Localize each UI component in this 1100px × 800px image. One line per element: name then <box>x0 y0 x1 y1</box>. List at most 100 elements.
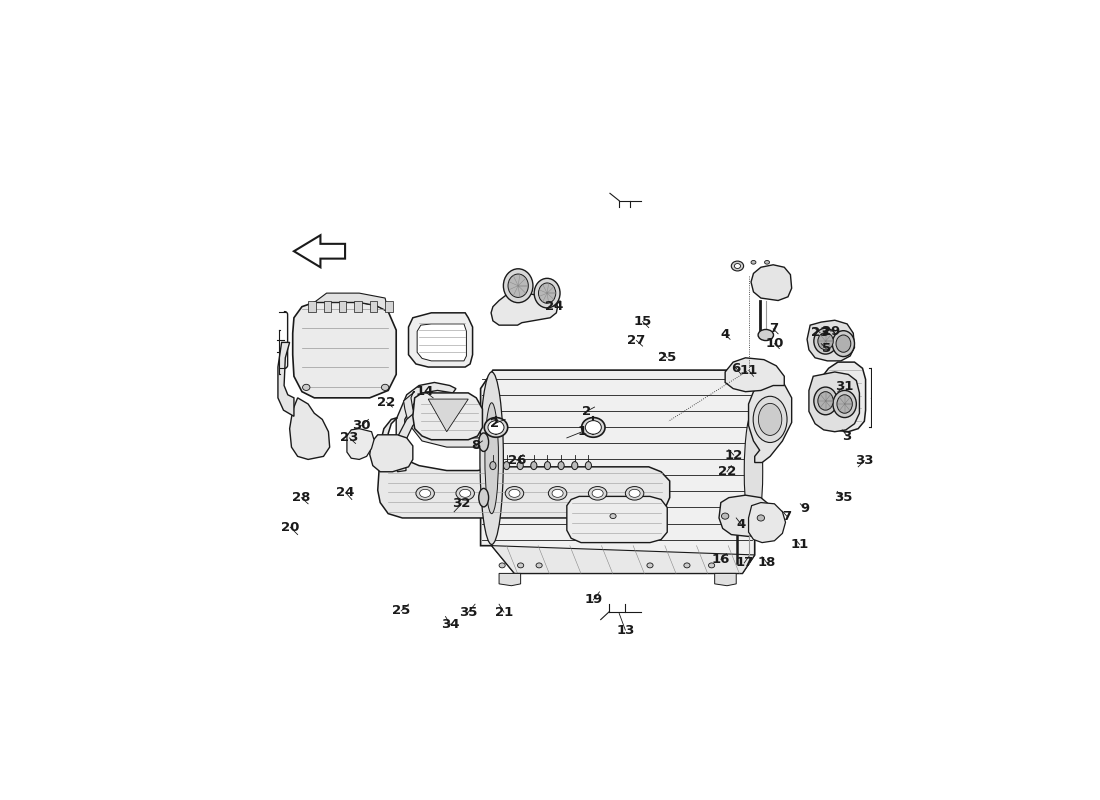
Ellipse shape <box>517 462 524 470</box>
Polygon shape <box>396 382 481 502</box>
Ellipse shape <box>735 263 740 269</box>
Ellipse shape <box>530 462 537 470</box>
Polygon shape <box>323 301 331 311</box>
Ellipse shape <box>382 384 388 390</box>
Text: 7: 7 <box>769 322 778 335</box>
Ellipse shape <box>455 486 474 500</box>
Polygon shape <box>417 324 466 361</box>
Ellipse shape <box>552 490 563 498</box>
Ellipse shape <box>708 563 715 568</box>
Polygon shape <box>719 495 770 537</box>
Ellipse shape <box>818 333 834 350</box>
Text: 15: 15 <box>634 315 651 328</box>
Polygon shape <box>339 301 346 311</box>
Polygon shape <box>289 398 330 459</box>
Text: 19: 19 <box>584 594 603 606</box>
Polygon shape <box>396 404 436 472</box>
Polygon shape <box>346 429 374 459</box>
Ellipse shape <box>814 387 837 414</box>
Text: 14: 14 <box>416 385 434 398</box>
Text: 10: 10 <box>766 337 783 350</box>
Ellipse shape <box>548 486 566 500</box>
Polygon shape <box>748 502 785 542</box>
Text: 28: 28 <box>293 491 310 504</box>
Text: 33: 33 <box>855 454 873 467</box>
Polygon shape <box>751 265 792 301</box>
Text: 11: 11 <box>791 538 808 551</box>
Polygon shape <box>725 358 784 392</box>
Text: 3: 3 <box>843 430 851 442</box>
Ellipse shape <box>539 283 556 303</box>
Text: 4: 4 <box>737 518 746 530</box>
Text: 9: 9 <box>801 502 810 515</box>
Polygon shape <box>404 392 481 447</box>
Polygon shape <box>492 546 755 574</box>
Polygon shape <box>428 399 469 432</box>
Polygon shape <box>807 320 855 361</box>
Polygon shape <box>377 418 670 518</box>
Text: 22: 22 <box>377 396 396 409</box>
Ellipse shape <box>517 563 524 568</box>
Text: 23: 23 <box>340 431 359 444</box>
Polygon shape <box>499 574 520 586</box>
Text: 27: 27 <box>627 334 646 347</box>
Ellipse shape <box>302 384 310 390</box>
Ellipse shape <box>758 330 773 341</box>
Ellipse shape <box>509 490 520 498</box>
Text: 29: 29 <box>822 325 840 338</box>
Polygon shape <box>308 301 316 311</box>
Text: 32: 32 <box>452 498 471 510</box>
Ellipse shape <box>505 486 524 500</box>
Ellipse shape <box>814 328 837 354</box>
Text: 24: 24 <box>337 486 355 499</box>
Polygon shape <box>412 393 483 440</box>
Text: 5: 5 <box>822 342 830 355</box>
Text: 7: 7 <box>782 510 791 522</box>
Ellipse shape <box>478 433 488 451</box>
Text: 2: 2 <box>490 418 498 430</box>
Polygon shape <box>293 302 396 398</box>
Text: 13: 13 <box>616 623 635 637</box>
Ellipse shape <box>504 269 532 302</box>
Ellipse shape <box>480 372 504 545</box>
Text: 1: 1 <box>578 426 586 438</box>
Ellipse shape <box>582 418 605 438</box>
Polygon shape <box>491 293 558 325</box>
Polygon shape <box>278 342 294 416</box>
Ellipse shape <box>754 396 788 442</box>
Polygon shape <box>385 301 393 311</box>
Polygon shape <box>808 372 859 432</box>
Text: 16: 16 <box>712 553 730 566</box>
Ellipse shape <box>572 462 578 470</box>
Text: 12: 12 <box>725 449 742 462</box>
Ellipse shape <box>837 394 852 414</box>
Ellipse shape <box>544 462 551 470</box>
Ellipse shape <box>745 410 762 534</box>
Text: 4: 4 <box>720 328 729 341</box>
Polygon shape <box>408 313 473 367</box>
Ellipse shape <box>592 490 603 498</box>
Text: 2: 2 <box>582 405 591 418</box>
Ellipse shape <box>836 335 850 352</box>
Ellipse shape <box>684 563 690 568</box>
Ellipse shape <box>419 490 431 498</box>
Polygon shape <box>822 362 866 432</box>
Polygon shape <box>566 496 668 542</box>
Text: 30: 30 <box>352 419 371 432</box>
Ellipse shape <box>758 403 782 435</box>
Ellipse shape <box>490 462 496 470</box>
Ellipse shape <box>416 486 434 500</box>
Ellipse shape <box>751 261 756 264</box>
Polygon shape <box>294 235 345 267</box>
Ellipse shape <box>732 261 744 271</box>
Text: 11: 11 <box>740 364 758 378</box>
Ellipse shape <box>722 513 729 519</box>
Ellipse shape <box>536 563 542 568</box>
Ellipse shape <box>757 515 764 521</box>
Polygon shape <box>354 301 362 311</box>
Text: 25: 25 <box>392 605 410 618</box>
Text: 34: 34 <box>441 618 460 631</box>
Text: 17: 17 <box>735 557 754 570</box>
Polygon shape <box>748 379 792 462</box>
Ellipse shape <box>588 486 607 500</box>
